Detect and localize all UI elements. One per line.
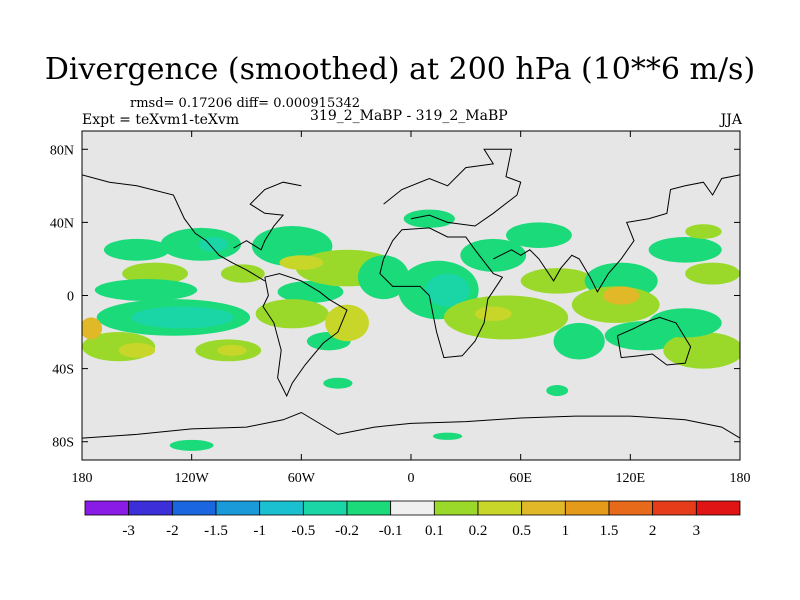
- colorbar-swatch: [608, 500, 654, 516]
- y-tick-label: 0: [67, 290, 74, 305]
- divergence-blob: [118, 343, 156, 358]
- divergence-blob: [217, 344, 247, 356]
- coastline: [379, 227, 504, 359]
- season-label: JJA: [720, 112, 742, 128]
- divergence-blob: [425, 273, 470, 307]
- y-tick-label: 40S: [52, 363, 74, 378]
- y-tick-label: 80N: [50, 143, 74, 158]
- colorbar-label: 0.1: [425, 523, 444, 539]
- divergence-field: [82, 209, 740, 451]
- experiment-label: Expt = teXvm1-teXvm: [82, 112, 240, 128]
- divergence-blob: [82, 317, 103, 340]
- colorbar-label: 1: [562, 523, 570, 539]
- divergence-blob: [220, 264, 265, 283]
- colorbar-swatch: [171, 500, 217, 516]
- axis-ticks: 180 120W 60W 0 60E 120E 180 80N 40N 0 40S 80S: [50, 131, 751, 486]
- divergence-blob: [432, 432, 463, 440]
- divergence-blob: [553, 322, 605, 360]
- divergence-blob: [131, 306, 234, 329]
- chart-title: Divergence (smoothed) at 200 hPa (10**6 …: [44, 52, 756, 87]
- colorbar-label: -1: [253, 523, 266, 539]
- colorbar-swatch: [433, 500, 479, 516]
- divergence-blob: [122, 262, 189, 285]
- colorbar-label: 1.5: [600, 523, 619, 539]
- case-label: 319_2_MaBP - 319_2_MaBP: [310, 108, 508, 124]
- colorbar-label: 0.5: [512, 523, 531, 539]
- colorbar-label: -0.1: [379, 523, 403, 539]
- colorbar-swatch: [346, 500, 392, 516]
- divergence-blob: [94, 279, 198, 301]
- divergence-blob: [460, 238, 527, 272]
- divergence-blob: [648, 308, 722, 338]
- coastline: [383, 148, 522, 227]
- colorbar: -3 -2 -1.5 -1 -0.5 -0.2 -0.1 0.1 0.2 0.5 1 1.5 2 3: [84, 500, 741, 539]
- divergence-blob: [663, 332, 740, 369]
- x-tick-label: 180: [72, 471, 93, 486]
- colorbar-swatch: [652, 500, 697, 516]
- colorbar-swatch: [128, 500, 173, 516]
- colorbar-label: 3: [693, 523, 701, 539]
- colorbar-swatch: [259, 500, 304, 516]
- x-tick-label: 180: [730, 471, 751, 486]
- coastline: [493, 174, 740, 293]
- coastline: [82, 174, 266, 282]
- colorbar-label: -0.2: [335, 523, 359, 539]
- divergence-blob: [169, 439, 214, 451]
- colorbar-swatch: [215, 500, 261, 516]
- coastline: [82, 411, 740, 439]
- x-tick-label: 60W: [288, 471, 316, 486]
- divergence-blob: [546, 385, 569, 397]
- colorbar-swatch: [695, 500, 741, 516]
- colorbar-swatch: [390, 500, 435, 516]
- colorbar-swatch: [521, 500, 566, 516]
- colorbar-swatch: [564, 500, 610, 516]
- divergence-blob: [520, 268, 594, 294]
- colorbar-label: -3: [122, 523, 135, 539]
- divergence-blob: [474, 306, 512, 322]
- divergence-blob: [279, 255, 324, 270]
- colorbar-label: -0.5: [291, 523, 315, 539]
- coastline: [262, 273, 348, 398]
- coastline: [233, 181, 302, 251]
- coastline: [617, 316, 692, 366]
- divergence-blob: [103, 238, 170, 261]
- stats-text: rmsd= 0.17206 diff= 0.000915342: [130, 96, 361, 111]
- colorbar-swatch: [477, 500, 523, 516]
- coastlines: [82, 148, 740, 439]
- colorbar-swatch: [84, 500, 130, 516]
- divergence-blob: [403, 209, 455, 228]
- x-tick-label: 0: [408, 471, 415, 486]
- divergence-blob: [685, 262, 740, 285]
- divergence-blob: [325, 304, 369, 342]
- divergence-blob: [323, 377, 353, 389]
- y-tick-label: 80S: [52, 436, 74, 451]
- x-tick-label: 60E: [509, 471, 532, 486]
- colorbar-label: 2: [649, 523, 657, 539]
- divergence-blob: [506, 222, 572, 248]
- colorbar-label: -2: [166, 523, 179, 539]
- colorbar-label: -1.5: [204, 523, 228, 539]
- x-tick-label: 120E: [616, 471, 646, 486]
- y-tick-label: 40N: [50, 216, 74, 231]
- colorbar-swatch: [302, 500, 348, 516]
- divergence-blob: [648, 237, 722, 263]
- divergence-blob: [685, 224, 722, 239]
- divergence-blob: [255, 299, 329, 329]
- divergence-blob: [602, 286, 640, 305]
- colorbar-label: 0.2: [469, 523, 488, 539]
- x-tick-label: 120W: [175, 471, 210, 486]
